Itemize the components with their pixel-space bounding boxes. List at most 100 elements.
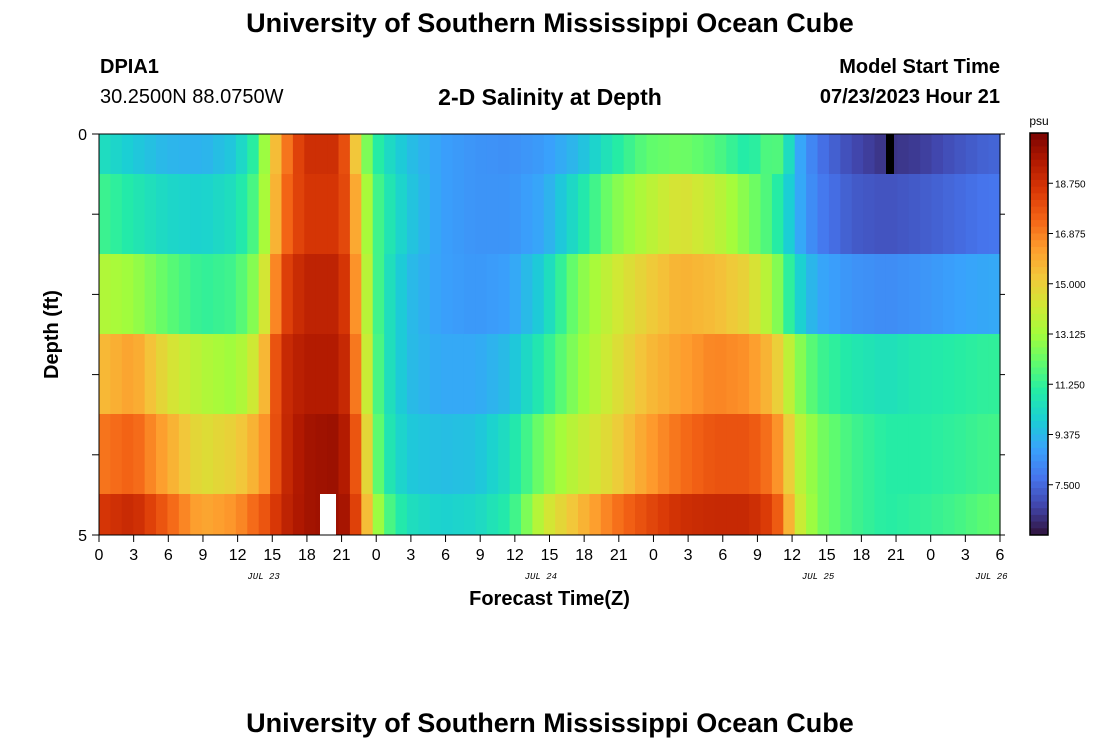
heatmap-cell bbox=[349, 494, 362, 535]
heatmap-cell bbox=[133, 254, 146, 334]
colorbar-segment bbox=[1030, 488, 1048, 496]
heatmap-cell bbox=[235, 414, 248, 494]
date-label: JUL 26 bbox=[975, 572, 1008, 582]
heatmap-cell bbox=[703, 494, 716, 535]
station-id: DPIA1 bbox=[100, 56, 159, 78]
x-axis: 0 3 6 9 12 15 18 21 0 3 6 9 12 15 18 21 0 3 6 9 12 15 18 21 0 3 6 J… bbox=[95, 535, 1008, 582]
heatmap-cell bbox=[395, 134, 408, 174]
heatmap-cell bbox=[874, 134, 887, 174]
heatmap-cell bbox=[258, 254, 271, 334]
heatmap-cell bbox=[224, 254, 237, 334]
colorbar-segment bbox=[1030, 401, 1048, 409]
heatmap-cell bbox=[281, 414, 294, 494]
x-tick-label: 0 bbox=[95, 547, 104, 564]
x-tick-label: 15 bbox=[541, 547, 559, 564]
heatmap-cell bbox=[429, 494, 442, 535]
heatmap-cell bbox=[589, 334, 602, 414]
heatmap-cell bbox=[783, 174, 796, 254]
heatmap-cell bbox=[988, 254, 1001, 334]
heatmap-cell bbox=[977, 174, 990, 254]
heatmap-cell bbox=[452, 134, 465, 174]
heatmap-cell bbox=[167, 494, 180, 535]
heatmap-cell bbox=[771, 174, 784, 254]
heatmap-cell bbox=[486, 134, 499, 174]
heatmap-cell bbox=[646, 494, 659, 535]
heatmap-cell bbox=[578, 254, 591, 334]
x-tick-label: 9 bbox=[753, 547, 762, 564]
heatmap-cell bbox=[121, 134, 134, 174]
colorbar-segment bbox=[1030, 394, 1048, 402]
heatmap-cell bbox=[338, 414, 351, 494]
heatmap-cell bbox=[395, 414, 408, 494]
heatmap-cell bbox=[201, 174, 214, 254]
heatmap-cell bbox=[749, 254, 762, 334]
colorbar-segment bbox=[1030, 179, 1048, 188]
heatmap-cell bbox=[669, 494, 682, 535]
heatmap-cell bbox=[315, 414, 328, 494]
x-tick-label: 21 bbox=[610, 547, 628, 564]
colorbar-segment bbox=[1030, 468, 1048, 476]
colorbar-segment bbox=[1030, 481, 1048, 489]
heatmap-cell bbox=[463, 334, 476, 414]
heatmap-cell bbox=[737, 174, 750, 254]
heatmap-cell bbox=[828, 174, 841, 254]
heatmap-cell bbox=[475, 414, 488, 494]
heatmap-cell bbox=[817, 334, 830, 414]
heatmap-cell bbox=[156, 134, 169, 174]
heatmap-cell bbox=[406, 414, 419, 494]
heatmap-cell bbox=[338, 254, 351, 334]
x-tick-label: 6 bbox=[996, 547, 1005, 564]
colorbar-segment bbox=[1030, 528, 1048, 536]
heatmap-cell bbox=[338, 174, 351, 254]
y-tick-label: 5 bbox=[78, 528, 87, 545]
heatmap-cell bbox=[532, 414, 545, 494]
heatmap-cell bbox=[794, 414, 807, 494]
x-tick-label: 21 bbox=[887, 547, 905, 564]
colorbar-segment bbox=[1030, 313, 1048, 322]
heatmap-cell bbox=[680, 174, 693, 254]
heatmap-cell bbox=[726, 134, 739, 174]
heatmap-cell bbox=[555, 334, 568, 414]
heatmap-cell bbox=[737, 254, 750, 334]
heatmap-cell bbox=[532, 494, 545, 535]
heatmap-cell bbox=[920, 254, 933, 334]
heatmap-cells bbox=[99, 134, 1001, 535]
heatmap-cell bbox=[760, 414, 773, 494]
heatmap-cell bbox=[201, 254, 214, 334]
colorbar-segment bbox=[1030, 273, 1048, 281]
heatmap-cell bbox=[817, 174, 830, 254]
heatmap-cell bbox=[475, 334, 488, 414]
heatmap-cell bbox=[714, 174, 727, 254]
heatmap-cell bbox=[418, 334, 431, 414]
heatmap-cell bbox=[543, 174, 556, 254]
heatmap-cell bbox=[954, 254, 967, 334]
heatmap-cell bbox=[555, 494, 568, 535]
heatmap-cell bbox=[771, 254, 784, 334]
heatmap-cell bbox=[669, 174, 682, 254]
heatmap-cell bbox=[372, 174, 385, 254]
heatmap-cell bbox=[110, 174, 123, 254]
heatmap-cell bbox=[121, 254, 134, 334]
heatmap-cell bbox=[190, 494, 203, 535]
heatmap-cell bbox=[669, 334, 682, 414]
heatmap-cell bbox=[646, 334, 659, 414]
heatmap-cell bbox=[327, 134, 340, 174]
heatmap-cell bbox=[566, 134, 579, 174]
heatmap-cell bbox=[384, 334, 397, 414]
heatmap-cell bbox=[327, 414, 340, 494]
heatmap-cell bbox=[908, 494, 921, 535]
heatmap-cell bbox=[908, 174, 921, 254]
heatmap-cell bbox=[931, 334, 944, 414]
heatmap-cell bbox=[258, 494, 271, 535]
heatmap-cell bbox=[110, 334, 123, 414]
heatmap-cell bbox=[281, 174, 294, 254]
heatmap-cell bbox=[178, 254, 191, 334]
heatmap-cell bbox=[988, 414, 1001, 494]
heatmap-cell bbox=[144, 174, 157, 254]
heatmap-cell bbox=[942, 254, 955, 334]
heatmap-cell bbox=[395, 334, 408, 414]
heatmap-cell bbox=[509, 494, 522, 535]
heatmap-cell bbox=[110, 414, 123, 494]
colorbar-segment bbox=[1030, 474, 1048, 482]
colorbar-segment bbox=[1030, 206, 1048, 214]
